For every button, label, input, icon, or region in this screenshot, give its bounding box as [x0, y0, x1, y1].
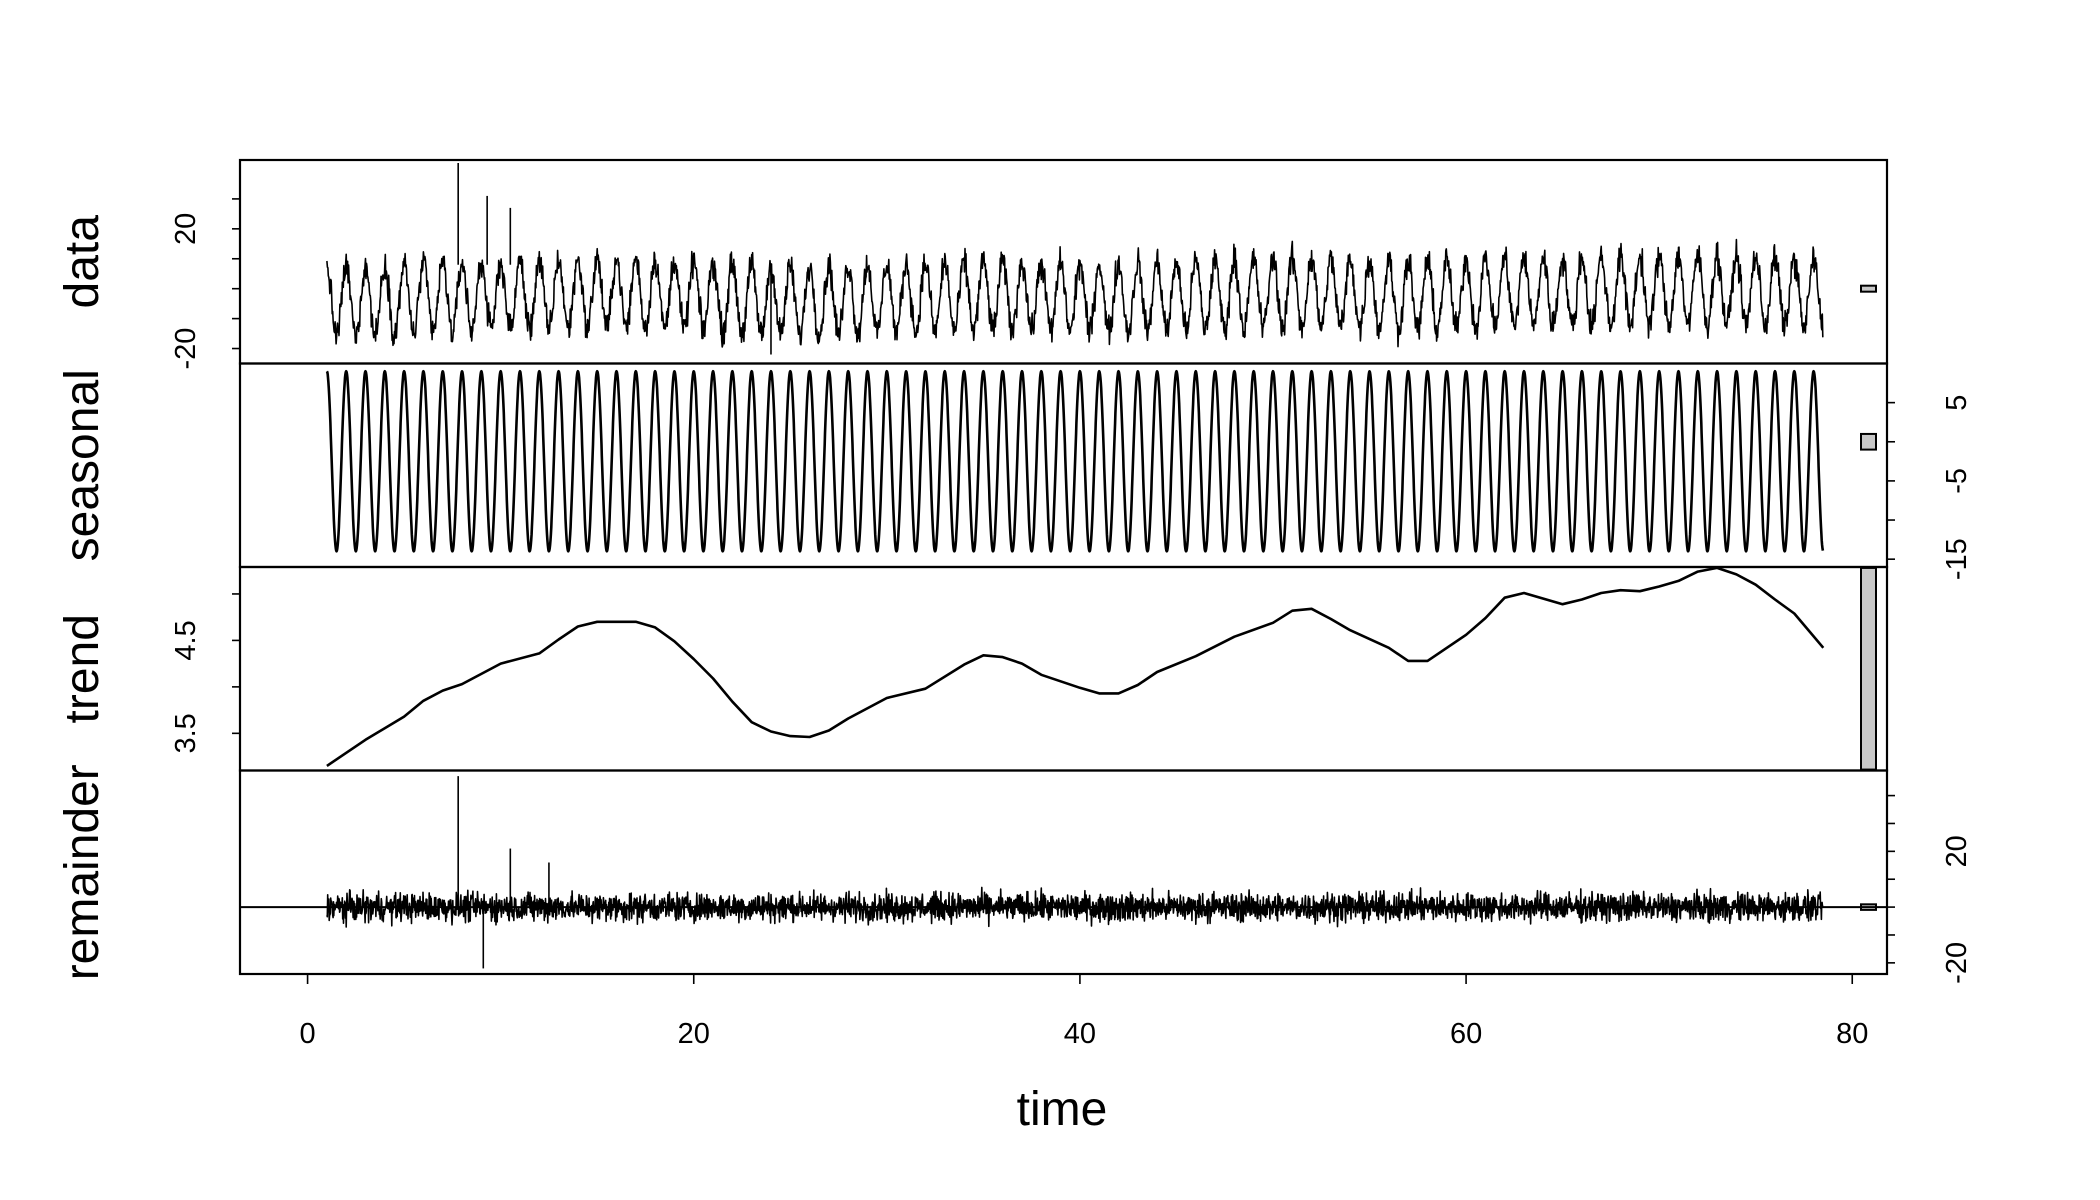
data-scale-bar	[1860, 284, 1877, 293]
trend-y-tick-label: 3.5	[170, 713, 202, 753]
x-tick-label: 60	[1450, 1018, 1482, 1050]
remainder-y-tick-label: -20	[1941, 942, 1973, 984]
x-tick-label: 0	[300, 1018, 316, 1050]
remainder-panel-label: remainder	[56, 764, 109, 980]
trend-panel-label: trend	[56, 614, 109, 723]
seasonal-y-tick-label: -15	[1941, 538, 1973, 580]
seasonal-y-tick-label: -5	[1941, 468, 1973, 494]
panel-trend: trend 3.5 4.5	[56, 565, 1889, 772]
seasonal-y-tick-label: 5	[1941, 395, 1973, 411]
remainder-series-line	[326, 886, 1824, 928]
seasonal-series-line	[325, 370, 1825, 553]
trend-scale-bar	[1860, 566, 1877, 771]
trend-panel-frame	[238, 565, 1889, 772]
panel-data: data -20 20	[56, 158, 1889, 370]
data-y-tick-label: -20	[170, 328, 202, 370]
trend-y-tick-label: 4.5	[170, 620, 202, 660]
x-axis-title: time	[1017, 1083, 1108, 1136]
data-series-line	[326, 238, 1824, 348]
x-tick-label: 40	[1064, 1018, 1096, 1050]
x-axis: 0 20 40 60 80	[300, 974, 1868, 1050]
remainder-y-tick-label: 20	[1941, 835, 1973, 867]
x-tick-label: 20	[678, 1018, 710, 1050]
seasonal-panel-label: seasonal	[56, 369, 109, 561]
seasonal-scale-bar	[1860, 432, 1877, 451]
data-y-tick-label: 20	[170, 213, 202, 245]
panel-remainder: remainder -20 20	[56, 764, 1973, 984]
panels: data -20 20 seasonal -15 -5 5 trend 3.5 4.5 remain…	[56, 158, 1973, 984]
data-panel-label: data	[56, 215, 109, 309]
remainder-panel-frame	[238, 769, 1889, 976]
trend-series-line	[326, 566, 1825, 767]
panel-seasonal: seasonal -15 -5 5	[56, 362, 1973, 580]
x-tick-label: 80	[1836, 1018, 1868, 1050]
